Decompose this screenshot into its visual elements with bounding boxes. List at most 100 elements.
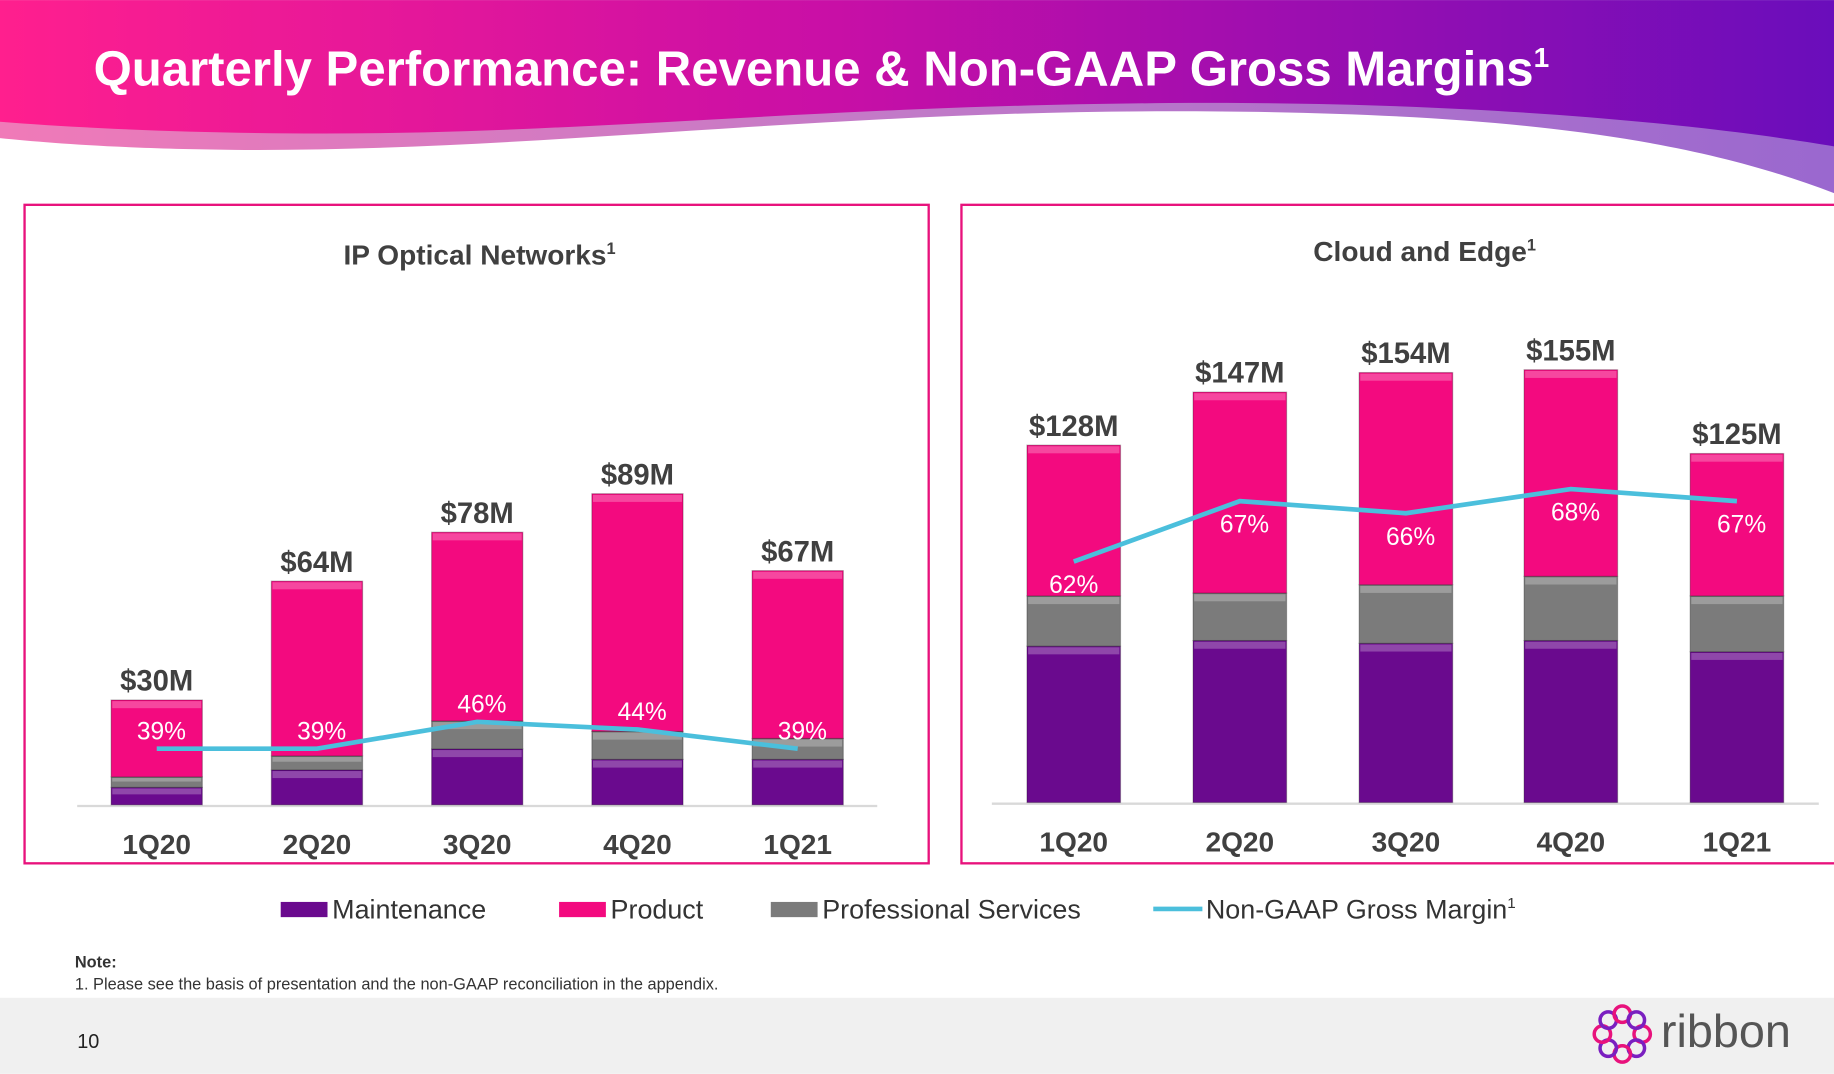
total-label: $147M [1195, 358, 1284, 390]
total-label: $128M [1029, 411, 1118, 443]
bar-bevel [753, 739, 843, 747]
bar-bevel [1525, 370, 1617, 378]
total-label: $78M [441, 498, 514, 530]
total-label: $155M [1526, 335, 1615, 367]
bar-bevel [593, 732, 682, 740]
bar-bevel [1691, 652, 1783, 660]
bar-segment-professional-services [1689, 595, 1785, 653]
margin-line [1072, 486, 1738, 564]
margin-label: 46% [457, 691, 506, 718]
legend-label: Maintenance [332, 894, 486, 924]
legend-label: Professional Services [822, 894, 1081, 924]
bar-bevel [112, 778, 202, 782]
margin-label: 68% [1551, 500, 1600, 527]
category-label: 4Q20 [603, 829, 672, 860]
category-label: 1Q21 [763, 829, 832, 860]
bar-segment-maintenance [431, 748, 524, 806]
bar-bevel [1360, 644, 1452, 652]
bar-segment-professional-services [1192, 592, 1288, 642]
chart-title: Cloud and Edge1 [1313, 236, 1536, 267]
bar-bevel [753, 571, 843, 579]
category-label: 2Q20 [1205, 827, 1274, 858]
category-label: 1Q20 [1039, 827, 1108, 858]
legend-label: Non-GAAP Gross Margin1 [1206, 894, 1516, 924]
bar-bevel [432, 750, 522, 758]
bar-segment-product [270, 580, 364, 757]
margin-label: 39% [137, 718, 186, 745]
bar-segment-product [751, 570, 844, 740]
bar-bevel [1194, 393, 1286, 401]
ribbon-logo: ribbon [1592, 1004, 1791, 1064]
bar-segment-maintenance [591, 758, 684, 806]
bar-bevel [593, 494, 682, 502]
bar-segment-product [1026, 444, 1122, 597]
total-label: $154M [1361, 338, 1450, 370]
legend: Maintenance Product Professional Service… [280, 894, 1516, 924]
note-heading: Note: [75, 953, 117, 971]
bar-segment-product [110, 699, 203, 778]
bar-bevel [1194, 594, 1286, 602]
panel-cloud-edge [960, 203, 1834, 865]
bar-segment-maintenance [1358, 642, 1454, 804]
margin-label: 62% [1049, 572, 1098, 599]
margin-label: 39% [297, 718, 346, 745]
total-label: $89M [601, 459, 674, 491]
legend-swatch-product [559, 901, 606, 918]
panel-ip-optical [23, 203, 930, 865]
margin-label: 66% [1386, 524, 1435, 551]
bar-segment-product [591, 493, 684, 733]
logo-ring-circle [1626, 1010, 1647, 1030]
total-label: $30M [120, 666, 193, 698]
bar-bevel [753, 760, 843, 768]
bar-bevel [432, 533, 522, 541]
bar-segment-product [1523, 369, 1619, 577]
chart-ip-optical: $30M 1Q20 $64M 2Q20 $78M 3Q20 $89M 4Q20 $67M 1Q21… [77, 459, 878, 860]
bar-segment-professional-services [591, 730, 684, 760]
bar-bevel [593, 760, 682, 768]
category-label: 1Q20 [122, 829, 191, 860]
bar-segment-professional-services [1523, 575, 1619, 642]
note-text: 1. Please see the basis of presentation … [75, 976, 719, 994]
bar-bevel [1360, 585, 1452, 593]
bar-bevel [432, 722, 522, 730]
bar-segment-maintenance [1192, 639, 1288, 804]
bar-bevel [1360, 373, 1452, 381]
category-label: 3Q20 [443, 829, 512, 860]
bar-segment-product [1358, 371, 1454, 586]
bar-segment-maintenance [1026, 645, 1122, 804]
bar-segment-product [1689, 452, 1785, 597]
bar-bevel [272, 771, 362, 779]
bar-segment-product [431, 531, 524, 722]
legend-label: Product [611, 894, 704, 924]
bar-bevel [112, 701, 202, 709]
legend-swatch-maintenance [280, 901, 328, 918]
legend-swatch-professional-services [770, 901, 818, 918]
chart-title: IP Optical Networks1 [343, 239, 615, 270]
total-label: $125M [1692, 419, 1781, 451]
margin-label: 67% [1220, 512, 1269, 539]
page-number: 10 [77, 1031, 99, 1053]
category-label: 1Q21 [1703, 827, 1772, 858]
total-label: $64M [280, 547, 353, 579]
page-title: Quarterly Performance: Revenue & Non-GAA… [94, 42, 1550, 97]
bar-segment-maintenance [1523, 639, 1619, 804]
category-label: 4Q20 [1537, 827, 1606, 858]
bar-bevel [1028, 446, 1120, 454]
bar-segment-professional-services [1358, 584, 1454, 644]
bar-bevel [1525, 641, 1617, 649]
margin-label: 67% [1717, 512, 1766, 539]
bar-bevel [1028, 647, 1120, 655]
margin-line [156, 719, 798, 752]
margin-label: 39% [778, 718, 827, 745]
total-label: $67M [761, 536, 834, 568]
margin-label: 44% [618, 699, 667, 726]
bar-bevel [1194, 641, 1286, 649]
header-banner [0, 0, 1834, 194]
svg-text:ribbon: ribbon [1661, 1005, 1791, 1057]
bar-bevel [272, 757, 362, 762]
bar-segment-product [1192, 391, 1288, 594]
bar-bevel [1691, 597, 1783, 605]
category-label: 3Q20 [1372, 827, 1441, 858]
bar-segment-maintenance [1689, 651, 1785, 804]
